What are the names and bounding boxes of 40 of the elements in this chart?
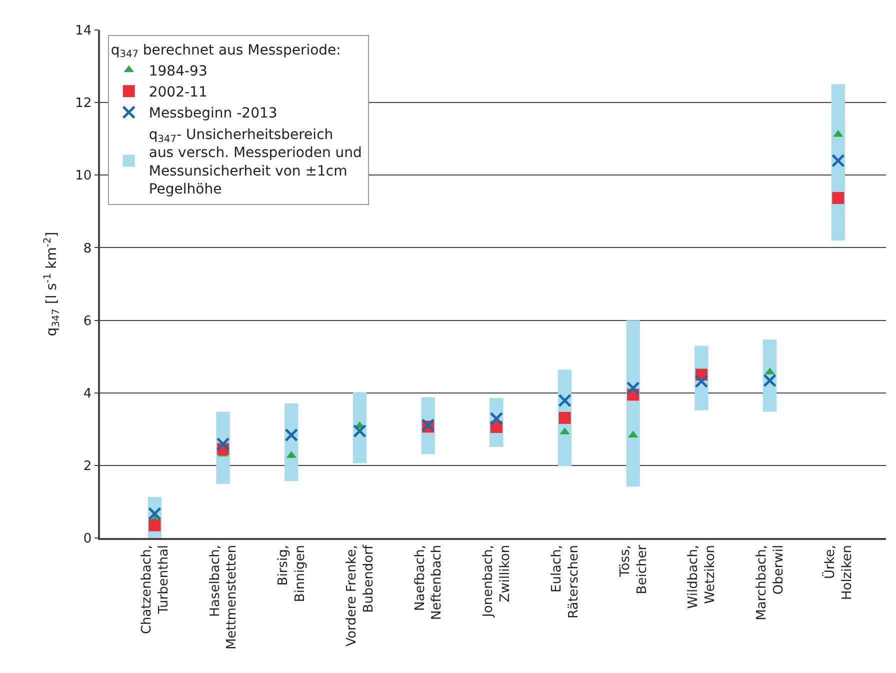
x-tick-label: Töss, Beicher <box>618 544 650 594</box>
y-tick-label: 10 <box>75 168 92 184</box>
x-tick-label: Wildbach, Wetzikon <box>686 544 718 609</box>
y-tick-label: 8 <box>83 241 92 256</box>
x-tick-label: Haselbach, Mettmenstetten <box>208 544 240 650</box>
point <box>148 506 162 520</box>
bar <box>626 320 640 486</box>
point <box>490 412 504 426</box>
bar <box>284 403 298 482</box>
legend-title: q$_{347}$ berechnet aus Messperiode: <box>110 42 341 60</box>
point <box>694 374 708 388</box>
x-tick-label: Jonenbach, Zwillikon <box>481 544 514 618</box>
legend-label: 1984-93 <box>148 63 208 80</box>
x-tick-label: Eulach, Räterschen <box>550 544 582 619</box>
x-tick-label: Vordere Frenke, Bubendorf <box>344 544 376 646</box>
point <box>763 374 777 388</box>
point <box>831 154 845 168</box>
point <box>626 381 640 395</box>
y-tick-label: 4 <box>83 386 92 402</box>
x-tick-label: Ürke, Holziken <box>822 544 855 600</box>
x-tick-label: Marchbach, Oberwil <box>754 544 786 620</box>
point <box>216 437 230 451</box>
x-tick-label: Chatzenbach, Turbenthal <box>139 544 172 634</box>
point <box>148 519 161 532</box>
point <box>284 428 298 442</box>
x-tick-label: Naefbach, Neftenbach <box>412 544 445 620</box>
x-tick-label: Birsig, Binnigen <box>276 544 308 602</box>
legend-label: Messbeginn -2013 <box>148 106 278 122</box>
legend-label: q$_{347}$- Unsicherheitsbereich aus versch. Messperioden und Messunsicherheit von ±1cm Pegelhöhe <box>148 126 362 198</box>
y-tick-label: 14 <box>75 24 92 39</box>
y-tick-label: 12 <box>75 96 92 112</box>
point <box>421 418 435 432</box>
point <box>832 192 844 204</box>
y-tick-label: 0 <box>83 532 92 547</box>
point <box>352 424 366 438</box>
point <box>558 394 572 408</box>
legend-label: 2002-11 <box>148 84 208 101</box>
y-tick-label: 2 <box>83 458 92 474</box>
point <box>558 412 571 424</box>
y-tick-label: 6 <box>83 314 92 329</box>
